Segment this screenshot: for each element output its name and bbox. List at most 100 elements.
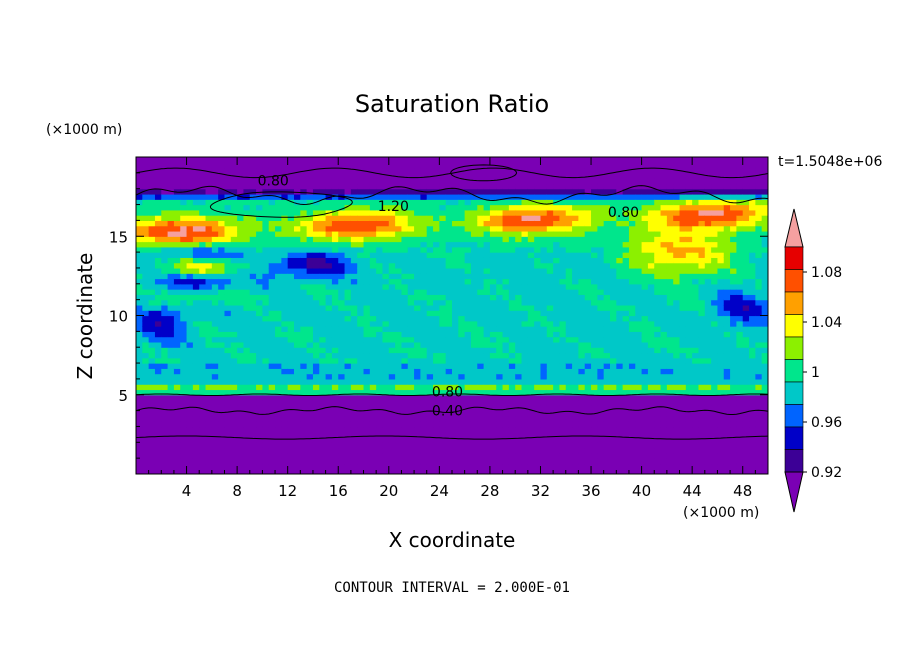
heatmap-cell: [287, 310, 295, 317]
heatmap-cell: [287, 363, 295, 369]
heatmap-cell: [262, 273, 270, 280]
heatmap-cell: [420, 463, 428, 470]
heatmap-cell: [489, 167, 497, 174]
heatmap-cell: [230, 283, 238, 290]
heatmap-cell: [489, 267, 497, 274]
heatmap-cell: [515, 230, 523, 237]
heatmap-cell: [508, 352, 516, 359]
heatmap-cell: [268, 252, 276, 258]
heatmap-cell: [502, 389, 510, 396]
heatmap-cell: [641, 410, 649, 417]
heatmap-cell: [300, 431, 308, 438]
heatmap-cell: [433, 363, 440, 369]
heatmap-cell: [142, 352, 150, 359]
heatmap-cell: [540, 421, 548, 428]
heatmap-cell: [635, 405, 643, 412]
heatmap-cell: [445, 368, 453, 375]
heatmap-cell: [376, 357, 384, 364]
heatmap-cell: [401, 204, 409, 211]
heatmap-cell: [483, 310, 491, 317]
heatmap-cell: [224, 410, 232, 417]
heatmap-cell: [458, 394, 466, 401]
heatmap-cell: [489, 299, 497, 306]
heatmap-cell: [477, 384, 485, 391]
heatmap-cell: [546, 336, 554, 343]
heatmap-cell: [426, 352, 434, 359]
heatmap-cell: [578, 225, 586, 232]
heatmap-cell: [224, 172, 232, 179]
heatmap-cell: [243, 157, 251, 163]
heatmap-cell: [572, 310, 579, 317]
heatmap-cell: [237, 347, 245, 354]
heatmap-cell: [603, 315, 611, 322]
heatmap-cell: [256, 384, 263, 391]
heatmap-cell: [597, 278, 605, 285]
heatmap-cell: [654, 225, 662, 232]
heatmap-cell: [395, 199, 403, 206]
heatmap-cell: [540, 209, 548, 216]
heatmap-cell: [167, 394, 175, 401]
heatmap-cell: [136, 437, 143, 443]
heatmap-cell: [584, 299, 592, 306]
heatmap-cell: [224, 315, 232, 322]
heatmap-cell: [591, 400, 598, 406]
heatmap-cell: [142, 183, 150, 190]
heatmap-cell: [142, 357, 150, 364]
heatmap-cell: [161, 273, 169, 280]
heatmap-cell: [256, 405, 263, 412]
heatmap-cell: [527, 162, 535, 169]
heatmap-cell: [154, 415, 162, 422]
heatmap-cell: [363, 262, 371, 269]
heatmap-cell: [553, 326, 561, 332]
heatmap-cell: [470, 273, 478, 280]
heatmap-cell: [407, 373, 415, 380]
heatmap-cell: [161, 331, 169, 338]
heatmap-cell: [167, 384, 175, 391]
heatmap-cell: [540, 347, 548, 354]
heatmap-cell: [540, 283, 548, 290]
heatmap-cell: [300, 252, 308, 258]
heatmap-cell: [173, 273, 181, 280]
heatmap-cell: [262, 421, 270, 428]
heatmap-cell: [142, 299, 150, 306]
heatmap-cell: [521, 458, 529, 465]
heatmap-cell: [136, 447, 143, 454]
heatmap-cell: [344, 426, 352, 433]
heatmap-cell: [262, 363, 270, 369]
heatmap-cell: [610, 352, 617, 359]
heatmap-cell: [376, 183, 384, 190]
heatmap-cell: [603, 389, 611, 396]
heatmap-cell: [622, 458, 630, 465]
heatmap-cell: [275, 246, 282, 253]
heatmap-cell: [136, 267, 143, 274]
heatmap-cell: [540, 437, 548, 443]
heatmap-cell: [249, 304, 257, 311]
heatmap-cell: [230, 188, 238, 195]
heatmap-cell: [180, 257, 188, 264]
heatmap-cell: [641, 368, 649, 375]
heatmap-cell: [230, 363, 238, 369]
heatmap-cell: [540, 304, 548, 311]
heatmap-cell: [641, 384, 649, 391]
heatmap-cell: [597, 225, 605, 232]
heatmap-cell: [515, 410, 523, 417]
heatmap-cell: [331, 157, 339, 163]
heatmap-cell: [534, 384, 542, 391]
heatmap-cell: [350, 167, 358, 174]
heatmap-cell: [325, 294, 333, 301]
heatmap-cell: [136, 352, 143, 359]
heatmap-cell: [262, 452, 270, 459]
heatmap-cell: [218, 400, 226, 406]
heatmap-cell: [199, 410, 207, 417]
heatmap-cell: [148, 426, 156, 433]
heatmap-cell: [635, 236, 643, 243]
heatmap-cell: [205, 415, 213, 422]
heatmap-cell: [426, 262, 434, 269]
heatmap-cell: [628, 431, 636, 438]
heatmap-cell: [641, 257, 649, 264]
heatmap-cell: [521, 157, 529, 163]
heatmap-cell: [603, 236, 611, 243]
heatmap-cell: [420, 157, 428, 163]
heatmap-cell: [401, 188, 409, 195]
heatmap-cell: [357, 463, 365, 470]
